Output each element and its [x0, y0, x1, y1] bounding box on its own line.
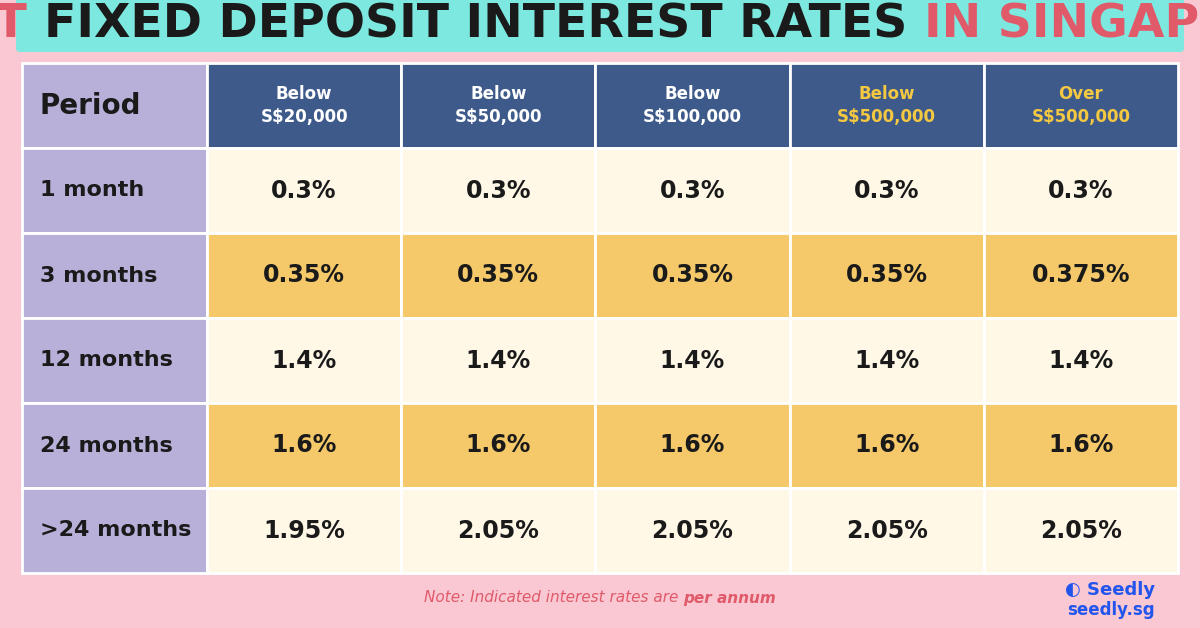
Text: Below
S$20,000: Below S$20,000: [260, 85, 348, 126]
Text: seedly.sg: seedly.sg: [1067, 601, 1154, 619]
Bar: [595, 233, 790, 318]
Bar: [208, 148, 401, 233]
Text: 0.35%: 0.35%: [652, 264, 733, 288]
Bar: [790, 63, 984, 148]
Bar: [790, 148, 984, 233]
Text: 1.6%: 1.6%: [660, 433, 725, 458]
Bar: [208, 318, 401, 403]
Bar: [790, 403, 984, 488]
Bar: [984, 488, 1178, 573]
Text: 2.05%: 2.05%: [457, 519, 539, 543]
Bar: [208, 63, 401, 148]
Text: BEST: BEST: [0, 3, 43, 48]
Bar: [790, 488, 984, 573]
FancyBboxPatch shape: [16, 0, 1184, 52]
Text: 24 months: 24 months: [40, 435, 173, 455]
Text: 1.4%: 1.4%: [466, 349, 530, 372]
Text: >24 months: >24 months: [40, 521, 191, 541]
Bar: [401, 233, 595, 318]
Text: 1.4%: 1.4%: [854, 349, 919, 372]
Text: 0.3%: 0.3%: [1048, 178, 1114, 202]
Bar: [984, 233, 1178, 318]
Bar: [595, 63, 790, 148]
Bar: [208, 488, 401, 573]
Text: 1.4%: 1.4%: [660, 349, 725, 372]
Text: 1.4%: 1.4%: [271, 349, 337, 372]
Text: 2.05%: 2.05%: [1040, 519, 1122, 543]
Text: per annum: per annum: [683, 590, 776, 605]
Text: 0.3%: 0.3%: [660, 178, 725, 202]
Text: Over
S$500,000: Over S$500,000: [1031, 85, 1130, 126]
Bar: [595, 148, 790, 233]
Bar: [22, 63, 208, 148]
Bar: [22, 488, 208, 573]
Text: 2.05%: 2.05%: [652, 519, 733, 543]
Bar: [208, 403, 401, 488]
Bar: [401, 403, 595, 488]
Text: 1.4%: 1.4%: [1049, 349, 1114, 372]
Text: 1.6%: 1.6%: [1049, 433, 1114, 458]
Text: FIXED DEPOSIT INTEREST RATES: FIXED DEPOSIT INTEREST RATES: [43, 3, 924, 48]
Bar: [984, 63, 1178, 148]
Text: Below
S$100,000: Below S$100,000: [643, 85, 742, 126]
Text: 0.3%: 0.3%: [466, 178, 532, 202]
Bar: [22, 403, 208, 488]
Bar: [401, 63, 595, 148]
Text: IN SINGAPORE: IN SINGAPORE: [924, 3, 1200, 48]
Bar: [595, 318, 790, 403]
Text: 0.3%: 0.3%: [854, 178, 919, 202]
Text: Note: Indicated interest rates are: Note: Indicated interest rates are: [424, 590, 683, 605]
Text: Below
S$50,000: Below S$50,000: [455, 85, 542, 126]
Text: Below
S$500,000: Below S$500,000: [838, 85, 936, 126]
Bar: [595, 488, 790, 573]
Bar: [208, 233, 401, 318]
Bar: [401, 488, 595, 573]
Bar: [984, 318, 1178, 403]
Text: ◐ Seedly: ◐ Seedly: [1064, 581, 1154, 599]
Text: 1.95%: 1.95%: [263, 519, 346, 543]
Bar: [401, 318, 595, 403]
Bar: [22, 318, 208, 403]
Text: 0.35%: 0.35%: [457, 264, 539, 288]
Text: 1.6%: 1.6%: [271, 433, 337, 458]
Bar: [22, 233, 208, 318]
Bar: [984, 403, 1178, 488]
Bar: [984, 148, 1178, 233]
Text: 1 month: 1 month: [40, 180, 144, 200]
Text: 1.6%: 1.6%: [466, 433, 530, 458]
Text: 3 months: 3 months: [40, 266, 157, 286]
Text: 0.3%: 0.3%: [271, 178, 337, 202]
Bar: [22, 148, 208, 233]
Bar: [790, 318, 984, 403]
Text: 0.35%: 0.35%: [263, 264, 346, 288]
Bar: [790, 233, 984, 318]
Text: 0.35%: 0.35%: [846, 264, 928, 288]
Text: 1.6%: 1.6%: [854, 433, 919, 458]
Text: 12 months: 12 months: [40, 350, 173, 371]
Text: 2.05%: 2.05%: [846, 519, 928, 543]
Bar: [595, 403, 790, 488]
Text: Period: Period: [40, 92, 142, 119]
Text: 0.375%: 0.375%: [1032, 264, 1130, 288]
Bar: [401, 148, 595, 233]
